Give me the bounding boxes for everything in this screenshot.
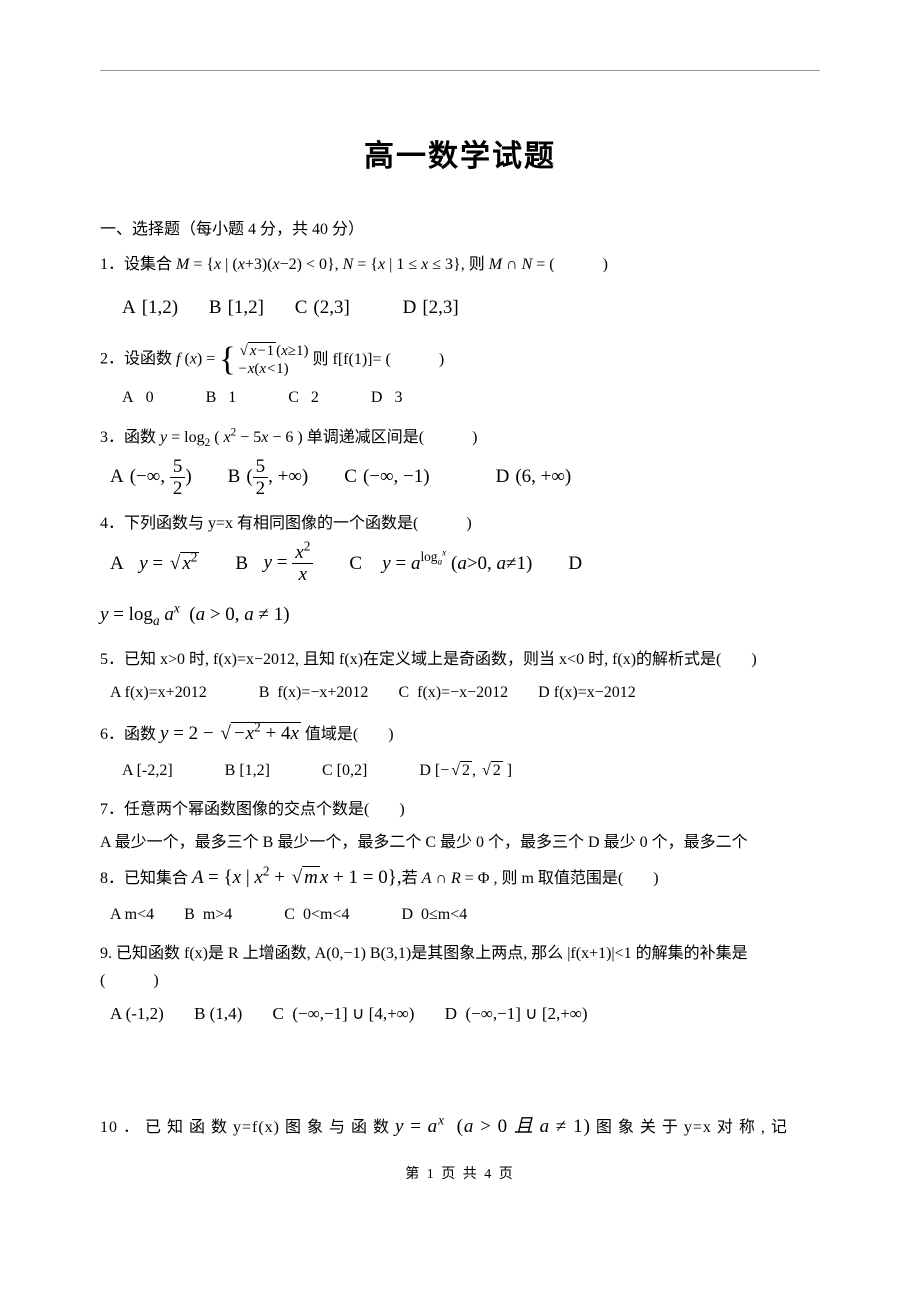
q6-options: A [-2,2] B [1,2] C [0,2] D [−2, 2 ] <box>122 757 820 784</box>
q9-opt-a: (-1,2) <box>126 1004 164 1023</box>
q2-post: 则 f[f(1)]= () <box>313 351 445 368</box>
q7-stem: 7．任意两个幂函数图像的交点个数是() <box>100 796 820 823</box>
q4-options-row2: y = loga ax (a > 0, a ≠ 1) <box>100 596 820 634</box>
q5-opt-b: f(x)=−x+2012 <box>277 684 368 701</box>
q1-math: M = {x | (x+3)(x−2) < 0}, N = {x | 1 ≤ x… <box>176 256 465 273</box>
q4-options-row1: A y = x2 B y = x2x C y = alogax (a>0, a≠… <box>110 543 820 584</box>
q5-opt-a: f(x)=x+2012 <box>125 684 207 701</box>
q2-opt-c: 2 <box>311 389 319 406</box>
q2-options: A 0 B 1 C 2 D 3 <box>122 384 820 411</box>
q2-opt-d: 3 <box>394 389 402 406</box>
q5-options: A f(x)=x+2012 B f(x)=−x+2012 C f(x)=−x−2… <box>110 679 820 706</box>
q9-options: A (-1,2) B (1,4) C (−∞,−1] ∪ [4,+∞) D (−… <box>110 1000 820 1029</box>
q8-stem: 8．已知集合 A = {x | x2 + mx + 1 = 0},若 A ∩ R… <box>100 862 820 894</box>
q2-fx: f (x) = <box>176 351 215 368</box>
q6-opt-a: [-2,2] <box>137 762 173 779</box>
q8-options: A m<4 B m>4 C 0<m<4 D 0≤m<4 <box>110 901 820 928</box>
q1-pre: 1．设集合 <box>100 256 176 273</box>
page-title: 高一数学试题 <box>100 131 820 175</box>
spacer <box>100 1041 820 1111</box>
q2-cases: { x−1(x≥1) −x(x<1) <box>219 342 308 378</box>
q9-opt-b: (1,4) <box>210 1004 243 1023</box>
q5-opt-c: f(x)=−x−2012 <box>417 684 508 701</box>
q1-stem: 1．设集合 M = {x | (x+3)(x−2) < 0}, N = {x |… <box>100 251 820 278</box>
q2-opt-b: 1 <box>228 389 236 406</box>
q5-opt-d: f(x)=x−2012 <box>554 684 636 701</box>
q3-stem: 3．函数 y = log2 ( x2 − 5x − 6 ) 单调递减区间是() <box>100 424 820 451</box>
q3-options: A(−∞, 52) B(52, +∞) C(−∞, −1) D(6, +∞) <box>110 457 820 498</box>
q6-opt-c: [0,2] <box>337 762 368 779</box>
page-container: 高一数学试题 一、选择题（每小题 4 分，共 40 分） 1．设集合 M = {… <box>0 0 920 1213</box>
q5-stem: 5．已知 x>0 时, f(x)=x−2012, 且知 f(x)在定义域上是奇函… <box>100 646 820 673</box>
q10-stem: 10 ． 已 知 函 数 y=f(x) 图 象 与 函 数 y = ax (a … <box>100 1111 820 1143</box>
q7-options: A 最少一个，最多三个 B 最少一个，最多二个 C 最少 0 个，最多三个 D … <box>100 829 820 856</box>
page-footer: 第 1 页 共 4 页 <box>100 1163 820 1183</box>
q6-stem: 6．函数 y = 2 − −x2 + 4x 值域是() <box>100 718 820 750</box>
q8-opt-b: m>4 <box>203 906 232 923</box>
q9-stem: 9. 已知函数 f(x)是 R 上增函数, A(0,−1) B(3,1)是其图象… <box>100 940 820 994</box>
q2-stem: 2．设函数 f (x) = { x−1(x≥1) −x(x<1) 则 f[f(1… <box>100 342 820 378</box>
q8-opt-d: 0≤m<4 <box>421 906 467 923</box>
section-1-head: 一、选择题（每小题 4 分，共 40 分） <box>100 215 820 239</box>
q2-pre: 2．设函数 <box>100 351 176 368</box>
top-rule <box>100 70 820 71</box>
q8-opt-c: 0<m<4 <box>303 906 350 923</box>
q6-opt-b: [1,2] <box>239 762 270 779</box>
q4-stem: 4．下列函数与 y=x 有相同图像的一个函数是() <box>100 510 820 537</box>
q2-opt-a: 0 <box>146 389 154 406</box>
q1-options: A[1,2) B[1,2] C(2,3] D[2,3] <box>122 292 820 324</box>
q1-post: 则 M ∩ N = () <box>469 256 608 273</box>
q8-opt-a: m<4 <box>125 906 154 923</box>
